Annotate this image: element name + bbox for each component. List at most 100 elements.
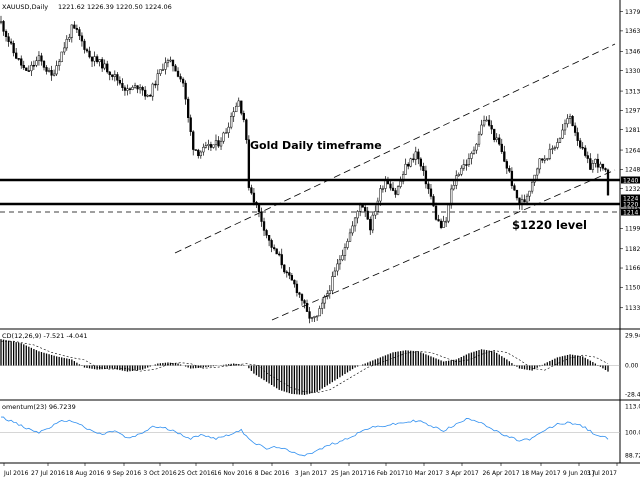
momentum-panel: 113.0 100.0 88.72 — [0, 403, 640, 460]
candle-body — [452, 185, 455, 190]
candle-body — [207, 144, 210, 146]
candle-body — [136, 85, 139, 90]
candle-body — [348, 232, 352, 242]
candle-body — [9, 41, 13, 44]
momentum-tick-label: 88.72 — [625, 453, 640, 460]
candle-body — [346, 241, 349, 248]
candle-body — [293, 279, 296, 285]
candle-body — [192, 131, 195, 150]
candle-body — [83, 40, 86, 50]
candle-body — [85, 49, 89, 52]
candle-body — [212, 144, 215, 148]
candle-body — [52, 73, 56, 76]
macd-header: CD(12,26,9) -7.521 -4.041 — [2, 332, 87, 340]
candle-body — [50, 69, 53, 76]
candle-body — [166, 60, 170, 64]
candle-body — [394, 190, 397, 195]
candle-body — [101, 59, 104, 69]
candle-body — [563, 123, 567, 131]
candle-body — [260, 211, 263, 222]
candle-body — [222, 132, 225, 142]
candle-body — [427, 183, 430, 190]
candle-body — [343, 247, 347, 256]
candle-body — [407, 163, 410, 167]
candle-body — [477, 133, 481, 145]
candle-body — [361, 204, 364, 208]
momentum-line — [0, 416, 609, 457]
candle-body — [596, 158, 600, 168]
candle-body — [551, 148, 554, 150]
candle-body — [384, 179, 387, 189]
candle-body — [338, 259, 342, 265]
time-tick-label: 3 Jan 2017 — [295, 470, 327, 477]
candle-body — [230, 116, 233, 128]
candle-body — [561, 129, 564, 139]
time-tick-label: 18 Aug 2016 — [66, 470, 105, 477]
candle-body — [151, 83, 154, 97]
candle-body — [235, 105, 238, 113]
candle-body — [247, 139, 251, 188]
candle-body — [336, 263, 339, 272]
candle-body — [184, 82, 187, 100]
candle-body — [353, 217, 357, 227]
candle-body — [290, 275, 294, 281]
time-tick-label: 27 Jul 2016 — [31, 470, 65, 477]
price-tick-label: 1248 — [625, 167, 640, 174]
price-tag-label: 1214 — [623, 209, 638, 216]
macd-panel: 29.94 0.00 -28.4 — [0, 332, 640, 399]
candle-body — [204, 145, 208, 148]
time-tick-label: 9 Jun 2017 — [563, 470, 595, 477]
price-tick-label: 1346 — [625, 49, 640, 56]
candle-body — [7, 36, 10, 42]
candle-body — [396, 186, 400, 195]
candle-body — [434, 205, 438, 220]
candle-body — [93, 56, 96, 62]
macd-tick-label: 0.00 — [625, 363, 639, 370]
candle-body — [219, 140, 223, 147]
candle-body — [240, 100, 243, 114]
price-tick-label: 1232 — [625, 186, 640, 193]
candle-body — [283, 264, 286, 273]
time-tick-label: Jul 2016 — [3, 470, 29, 477]
candle-body — [176, 70, 180, 77]
candle-body — [250, 187, 253, 194]
candle-body — [202, 146, 205, 153]
candle-body — [55, 65, 58, 75]
candle-body — [106, 63, 109, 73]
candle-body — [12, 43, 15, 54]
candle-body — [457, 174, 460, 176]
candle-body — [399, 181, 402, 187]
candle-body — [111, 74, 114, 77]
candle-body — [594, 158, 597, 164]
candle-body — [267, 235, 271, 241]
candle-body — [17, 58, 20, 60]
price-tick-label: 1133 — [625, 305, 640, 312]
candle-body — [242, 112, 245, 121]
candle-body — [525, 195, 529, 203]
time-tick-label: 8 Dec 2016 — [255, 470, 290, 477]
candle-body — [528, 190, 531, 197]
candle-body — [358, 204, 362, 212]
candle-body — [224, 132, 228, 135]
candle-body — [63, 47, 66, 53]
candle-body — [447, 204, 450, 222]
candle-body — [475, 143, 478, 151]
candle-body — [536, 168, 539, 176]
candle-body — [58, 61, 61, 66]
candle-body — [75, 28, 79, 30]
candle-body — [181, 78, 185, 84]
candle-body — [333, 270, 337, 277]
candle-body — [369, 218, 372, 231]
candle-body — [262, 221, 266, 231]
candle-body — [462, 164, 465, 169]
candle-body — [548, 148, 551, 159]
candle-body — [579, 140, 582, 148]
candle-body — [568, 116, 572, 119]
candle-body — [450, 188, 453, 206]
candle-body — [589, 158, 592, 170]
candle-body — [328, 290, 331, 294]
candle-body — [444, 220, 448, 223]
candle-body — [371, 214, 374, 231]
